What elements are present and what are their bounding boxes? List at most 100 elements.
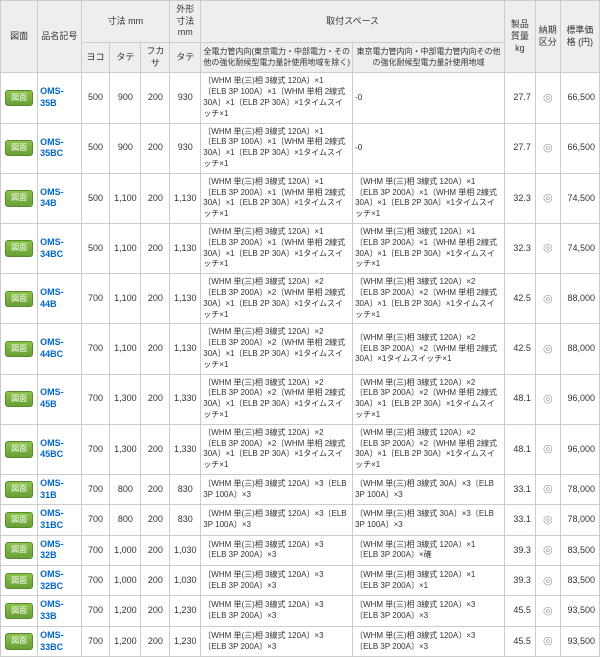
dim-tate: 1,100 [110,224,141,274]
dim-fukasa: 200 [141,224,170,274]
price: 88,000 [560,274,599,324]
part-number[interactable]: OMS-33B [40,599,64,621]
spec2: 〔WHM 単(三)相 3線式 120A〕×2〔ELB 3P 200A〕×2〔WH… [353,374,505,424]
dim-fukasa: 200 [141,596,170,626]
part-number[interactable]: OMS-31BC [40,508,64,530]
drawing-button[interactable]: 図面 [5,512,33,528]
dim-yoko: 500 [81,123,110,173]
th-partno: 品名記号 [38,1,81,73]
dim-out-tate: 930 [170,73,201,123]
drawing-button[interactable]: 図面 [5,291,33,307]
price: 66,500 [560,123,599,173]
spec2: 〔WHM 単(三)相 3線式 30A〕×3〔ELB 3P 100A〕×3 [353,474,505,504]
th-price: 標準価格 (円) [560,1,599,73]
drawing-button[interactable]: 図面 [5,633,33,649]
spec2: 〔WHM 単(三)相 3線式 120A〕×2〔ELB 3P 200A〕×2〔WH… [353,424,505,474]
dim-tate: 900 [110,73,141,123]
dim-yoko: 700 [81,424,110,474]
th-delivery: 納期区分 [535,1,560,73]
dim-out-tate: 1,130 [170,224,201,274]
part-number[interactable]: OMS-31B [40,478,64,500]
dim-out-tate: 1,030 [170,535,201,565]
weight: 45.5 [504,596,535,626]
weight: 27.7 [504,73,535,123]
drawing-button[interactable]: 図面 [5,391,33,407]
table-row: 図面OMS-35B500900200930〔WHM 単(三)相 3線式 120A… [1,73,600,123]
dim-yoko: 700 [81,324,110,374]
dim-tate: 1,200 [110,596,141,626]
table-row: 図面OMS-34B5001,1002001,130〔WHM 単(三)相 3線式 … [1,173,600,223]
dim-out-tate: 1,130 [170,173,201,223]
table-row: 図面OMS-33BC7001,2002001,230〔WHM 単(三)相 3線式… [1,626,600,656]
table-row: 図面OMS-34BC5001,1002001,130〔WHM 単(三)相 3線式… [1,224,600,274]
drawing-button[interactable]: 図面 [5,190,33,206]
drawing-button[interactable]: 図面 [5,481,33,497]
th-weight: 製品質量 kg [504,1,535,73]
delivery-icon: ◎ [535,123,560,173]
weight: 39.3 [504,535,535,565]
dim-tate: 1,200 [110,626,141,656]
delivery-icon: ◎ [535,535,560,565]
spec2: 〔WHM 単(三)相 3線式 120A〕×1〔ELB 3P 200A〕×1〔WH… [353,173,505,223]
spec1: 〔WHM 単(三)相 3線式 120A〕×1〔ELB 3P 100A〕×1〔WH… [201,123,353,173]
th-yoko: ヨコ [81,43,110,73]
part-number[interactable]: OMS-34B [40,187,64,209]
delivery-icon: ◎ [535,374,560,424]
spec1: 〔WHM 単(三)相 3線式 120A〕×3〔ELB 3P 200A〕×3 [201,626,353,656]
th-spec2: 東京電力管内向・中部電力管内向その他の強化耐候型電力量計使用地域 [353,43,505,73]
th-fukasa: フカサ [141,43,170,73]
dim-yoko: 700 [81,374,110,424]
spec2: 〔WHM 単(三)相 3線式 120A〕×2〔ELB 3P 200A〕×2〔WH… [353,324,505,374]
part-number[interactable]: OMS-45BC [40,438,64,460]
delivery-icon: ◎ [535,73,560,123]
dim-out-tate: 1,330 [170,374,201,424]
price: 74,500 [560,224,599,274]
drawing-button[interactable]: 図面 [5,240,33,256]
table-row: 図面OMS-44BC7001,1002001,130〔WHM 単(三)相 3線式… [1,324,600,374]
weight: 39.3 [504,566,535,596]
drawing-button[interactable]: 図面 [5,573,33,589]
delivery-icon: ◎ [535,274,560,324]
delivery-icon: ◎ [535,173,560,223]
spec1: 〔WHM 単(三)相 3線式 120A〕×3〔ELB 3P 100A〕×3 [201,474,353,504]
delivery-icon: ◎ [535,424,560,474]
delivery-icon: ◎ [535,324,560,374]
dim-yoko: 500 [81,73,110,123]
price: 93,500 [560,626,599,656]
weight: 33.1 [504,505,535,535]
part-number[interactable]: OMS-44B [40,287,64,309]
part-number[interactable]: OMS-35BC [40,137,64,159]
drawing-button[interactable]: 図面 [5,603,33,619]
part-number[interactable]: OMS-33BC [40,630,64,652]
dim-yoko: 700 [81,274,110,324]
drawing-button[interactable]: 図面 [5,90,33,106]
drawing-button[interactable]: 図面 [5,341,33,357]
drawing-button[interactable]: 図面 [5,140,33,156]
spec1: 〔WHM 単(三)相 3線式 120A〕×3〔ELB 3P 100A〕×3 [201,505,353,535]
part-number[interactable]: OMS-32B [40,539,64,561]
table-row: 図面OMS-31BC700800200830〔WHM 単(三)相 3線式 120… [1,505,600,535]
dim-fukasa: 200 [141,173,170,223]
drawing-button[interactable]: 図面 [5,441,33,457]
weight: 32.3 [504,173,535,223]
dim-fukasa: 200 [141,374,170,424]
spec2: -0 [353,73,505,123]
dim-tate: 900 [110,123,141,173]
product-table: 図面 品名記号 寸法 mm 外形寸法 mm 取付スペース 製品質量 kg 納期区… [0,0,600,657]
dim-fukasa: 200 [141,566,170,596]
part-number[interactable]: OMS-34BC [40,237,64,259]
part-number[interactable]: OMS-45B [40,387,64,409]
part-number[interactable]: OMS-44BC [40,337,64,359]
part-number[interactable]: OMS-32BC [40,569,64,591]
dim-fukasa: 200 [141,474,170,504]
weight: 45.5 [504,626,535,656]
price: 74,500 [560,173,599,223]
part-number[interactable]: OMS-35B [40,86,64,108]
spec1: 〔WHM 単(三)相 3線式 120A〕×2〔ELB 3P 200A〕×2〔WH… [201,374,353,424]
dim-fukasa: 200 [141,73,170,123]
dim-yoko: 700 [81,596,110,626]
dim-tate: 1,100 [110,274,141,324]
th-space: 取付スペース [201,1,505,43]
price: 78,000 [560,474,599,504]
drawing-button[interactable]: 図面 [5,542,33,558]
